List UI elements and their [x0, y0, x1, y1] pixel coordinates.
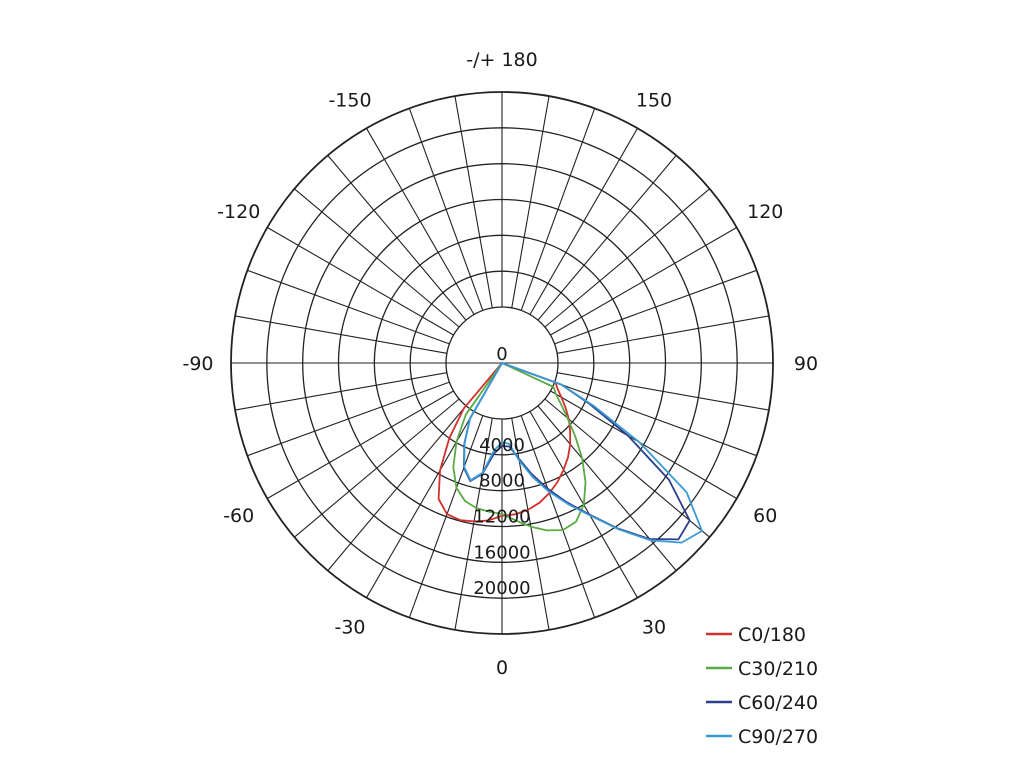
angle-label--150: -150	[328, 90, 371, 112]
radial-label-0: 0	[496, 344, 507, 365]
spoke-10	[511, 418, 550, 630]
spoke-100	[557, 315, 769, 354]
angle-label--120: -120	[217, 201, 260, 223]
spoke-150	[529, 128, 638, 315]
legend-label-C60-240: C60/240	[738, 692, 818, 714]
angle-label--90: -90	[182, 353, 213, 375]
spoke-140	[537, 155, 677, 321]
radial-label-4000: 4000	[479, 435, 525, 456]
angle-labels: -/+ 180 -150 150 -120 120 -90 90 -60 60 -30 30 0	[182, 49, 818, 679]
legend-label-C30-210: C30/210	[738, 658, 818, 680]
spoke-210	[366, 128, 475, 315]
angle-label-60: 60	[753, 505, 777, 527]
spoke-110	[554, 269, 757, 345]
angle-label-150: 150	[636, 90, 672, 112]
spoke-220	[327, 155, 467, 321]
spoke-170	[511, 96, 550, 308]
curve-C90-270	[463, 362, 703, 544]
spoke-350	[454, 418, 493, 630]
angle-label--60: -60	[223, 505, 254, 527]
radial-label-16000: 16000	[473, 542, 530, 563]
spoke-70	[554, 381, 757, 457]
spoke-200	[408, 108, 484, 311]
legend-label-C0-180: C0/180	[738, 624, 806, 646]
spoke-60	[550, 390, 737, 499]
spoke-20	[520, 415, 596, 618]
spoke-300	[267, 390, 454, 499]
spoke-280	[235, 372, 447, 411]
angle-label--30: -30	[334, 616, 365, 638]
spoke-290	[247, 381, 450, 457]
spoke-130	[544, 188, 710, 328]
angle-label-0: 0	[496, 657, 508, 679]
spoke-160	[520, 108, 596, 311]
radial-label-20000: 20000	[473, 578, 530, 599]
angle-label-30: 30	[642, 616, 666, 638]
spoke-320	[327, 405, 467, 571]
curve-C0-180	[437, 362, 572, 523]
spoke-230	[294, 188, 460, 328]
spoke-40	[537, 405, 677, 571]
polar-spokes	[231, 92, 773, 634]
spoke-260	[235, 315, 447, 354]
intensity-curves	[437, 362, 703, 544]
spoke-340	[408, 415, 484, 618]
radial-label-12000: 12000	[473, 507, 530, 528]
spoke-80	[557, 372, 769, 411]
spoke-120	[550, 227, 737, 336]
curve-C30-210	[452, 362, 587, 532]
angle-label-90: 90	[794, 353, 818, 375]
angle-label-120: 120	[747, 201, 783, 223]
spoke-250	[247, 269, 450, 345]
radial-label-8000: 8000	[479, 471, 525, 492]
spoke-310	[294, 398, 460, 538]
legend: C0/180 C30/210 C60/240 C90/270	[706, 624, 818, 748]
spoke-190	[454, 96, 493, 308]
spoke-240	[267, 227, 454, 336]
legend-label-C90-270: C90/270	[738, 726, 818, 748]
angle-label-180: -/+ 180	[466, 49, 537, 71]
radial-tick-labels: 0 4000 8000 12000 16000 20000	[473, 344, 530, 599]
spoke-50	[544, 398, 710, 538]
